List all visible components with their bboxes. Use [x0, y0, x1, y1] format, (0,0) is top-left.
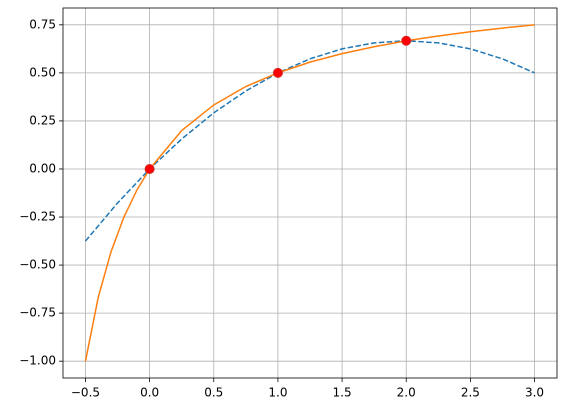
x-tick-label: 0.5 — [204, 386, 223, 400]
x-tick-label: 2.5 — [461, 386, 480, 400]
x-tick-label: 0.0 — [140, 386, 159, 400]
x-tick-label: 3.0 — [525, 386, 544, 400]
point — [144, 163, 155, 174]
x-tick-label: 1.5 — [333, 386, 352, 400]
y-tick-label: −0.25 — [19, 210, 56, 224]
x-tick-label: 1.0 — [268, 386, 287, 400]
plot-frame — [62, 7, 558, 379]
y-tick-label: −1.00 — [19, 354, 56, 368]
y-tick-label: 0.25 — [29, 113, 56, 127]
y-tick-label: −0.50 — [19, 258, 56, 272]
y-tick-label: 0.75 — [29, 17, 56, 31]
y-tick-label: 0.00 — [29, 161, 56, 175]
line — [84, 40, 535, 242]
point — [401, 35, 412, 46]
point — [272, 67, 283, 78]
y-tick-label: −0.75 — [19, 306, 56, 320]
x-tick-label: 2.0 — [397, 386, 416, 400]
y-tick-label: 0.50 — [29, 65, 56, 79]
line — [84, 24, 535, 362]
x-tick-label: −0.5 — [71, 386, 100, 400]
